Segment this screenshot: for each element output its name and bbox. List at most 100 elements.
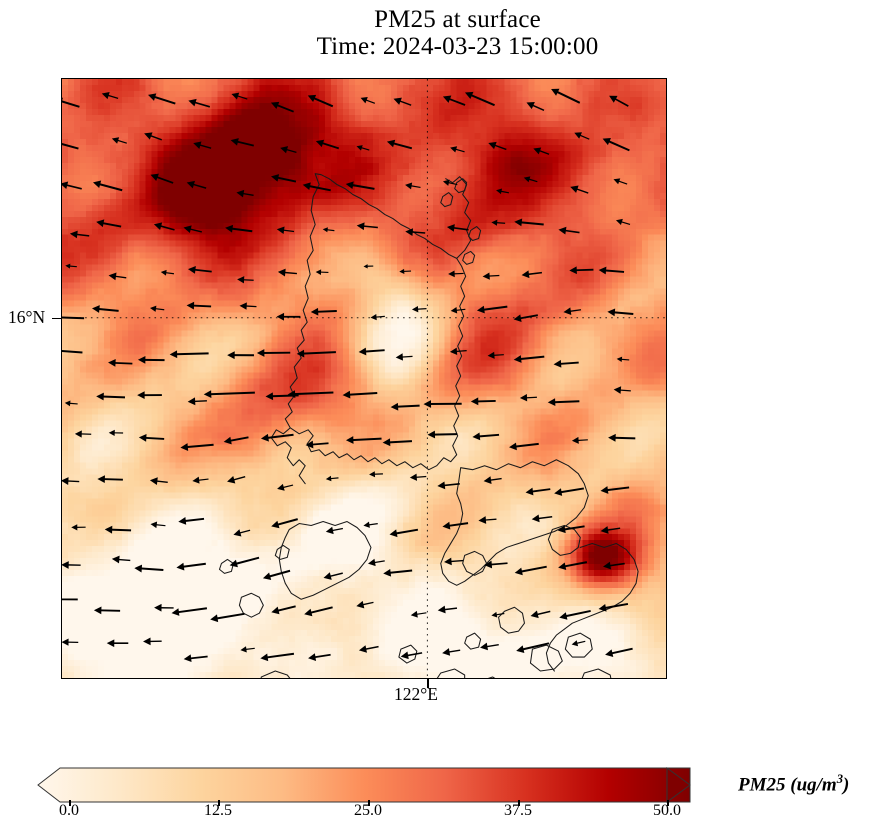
wind-arrow bbox=[547, 398, 580, 407]
axis-tick-longitude bbox=[427, 679, 429, 688]
colorbar[interactable] bbox=[33, 764, 695, 806]
wind-arrow bbox=[187, 265, 212, 274]
wind-arrow bbox=[358, 347, 385, 356]
wind-arrow bbox=[62, 181, 82, 190]
title-line-timestamp: Time: 2024-03-23 15:00:00 bbox=[316, 33, 599, 60]
wind-arrow bbox=[160, 269, 175, 276]
wind-arrow bbox=[237, 276, 254, 284]
wind-arrow bbox=[513, 314, 538, 322]
axis-tick-latitude bbox=[52, 317, 61, 320]
wind-arrow bbox=[150, 521, 166, 529]
wind-arrow bbox=[523, 176, 538, 183]
wind-arrow bbox=[410, 610, 427, 618]
wind-arrow bbox=[230, 138, 254, 147]
wind-arrow bbox=[437, 605, 458, 614]
wind-arrow bbox=[69, 230, 90, 239]
wind-arrow bbox=[169, 350, 209, 359]
wind-arrow bbox=[137, 355, 165, 364]
wind-arrow bbox=[383, 568, 413, 577]
wind-arrow bbox=[446, 224, 469, 232]
wind-arrow bbox=[64, 400, 78, 407]
wind-arrow bbox=[203, 390, 255, 399]
wind-arrow bbox=[551, 88, 581, 104]
wind-arrow bbox=[97, 475, 123, 484]
colorbar-tick-3 bbox=[518, 800, 520, 806]
wind-arrow bbox=[183, 225, 203, 233]
wind-arrow bbox=[345, 181, 375, 190]
wind-arrow bbox=[106, 639, 129, 648]
wind-arrow bbox=[390, 402, 420, 411]
wind-arrow bbox=[519, 394, 537, 402]
wind-arrow bbox=[192, 476, 209, 484]
wind-arrow bbox=[450, 146, 465, 153]
wind-arrow bbox=[613, 386, 631, 394]
wind-arrow bbox=[363, 521, 378, 528]
wind-arrow bbox=[514, 565, 547, 576]
wind-arrow bbox=[62, 561, 81, 569]
wind-arrow bbox=[482, 272, 500, 280]
wind-arrow bbox=[276, 312, 301, 321]
wind-arrow bbox=[554, 487, 585, 496]
wind-arrow bbox=[108, 358, 133, 367]
wind-arrow bbox=[609, 95, 629, 107]
wind-arrow bbox=[602, 138, 630, 152]
wind-arrow bbox=[442, 95, 466, 106]
wind-arrow bbox=[571, 436, 588, 444]
wind-arrow bbox=[448, 270, 464, 278]
wind-arrow bbox=[325, 526, 343, 535]
wind-arrow bbox=[480, 642, 499, 651]
wind-arrow bbox=[178, 517, 205, 525]
colorbar-tick-label-0: 0.0 bbox=[59, 802, 79, 819]
wind-arrow bbox=[386, 139, 413, 150]
wind-arrow bbox=[363, 264, 374, 269]
wind-arrow bbox=[104, 525, 132, 534]
wind-arrow bbox=[603, 561, 625, 570]
wind-arrow bbox=[450, 307, 466, 314]
wind-arrow bbox=[180, 443, 214, 451]
wind-arrow bbox=[442, 521, 469, 530]
wind-arrow bbox=[227, 351, 254, 360]
wind-arrow bbox=[150, 173, 174, 184]
wind-arrow bbox=[296, 349, 336, 358]
wind-arrow bbox=[478, 516, 497, 524]
wind-arrow bbox=[491, 611, 505, 618]
colorbar-tick-label-3: 37.5 bbox=[504, 802, 532, 819]
wind-arrow bbox=[405, 182, 421, 190]
wind-arrow bbox=[509, 442, 539, 451]
wind-arrow bbox=[483, 476, 502, 484]
wind-arrow bbox=[225, 224, 253, 233]
wind-arrow bbox=[154, 603, 174, 612]
wind-arrow bbox=[108, 272, 127, 281]
wind-arrow bbox=[62, 316, 85, 320]
colorbar-tick-4 bbox=[667, 800, 669, 806]
wind-arrow bbox=[62, 143, 79, 150]
wind-arrow bbox=[399, 268, 412, 275]
wind-arrow bbox=[531, 514, 553, 523]
wind-arrow bbox=[389, 528, 419, 538]
axis-label-longitude-122e: 122°E bbox=[394, 684, 438, 704]
wind-arrow bbox=[96, 392, 126, 401]
wind-arrow bbox=[616, 356, 630, 363]
wind-arrow bbox=[302, 182, 331, 192]
wind-arrow bbox=[186, 180, 207, 189]
wind-arrow bbox=[101, 91, 119, 100]
wind-arrow bbox=[613, 178, 628, 185]
map-plot-area[interactable] bbox=[61, 78, 667, 679]
wind-arrow bbox=[442, 648, 461, 656]
wind-arrow bbox=[325, 475, 339, 482]
coastline-layer bbox=[218, 173, 639, 678]
wind-arrow bbox=[423, 400, 462, 408]
wind-arrow bbox=[607, 308, 634, 317]
wind-arrow bbox=[514, 218, 544, 227]
wind-arrow bbox=[393, 97, 412, 106]
wind-arrow bbox=[598, 602, 629, 612]
wind-arrow bbox=[472, 432, 500, 441]
gridline-layer bbox=[62, 79, 666, 678]
wind-arrow bbox=[183, 654, 208, 663]
wind-arrow bbox=[231, 92, 248, 100]
wind-arrow bbox=[62, 350, 83, 354]
wind-arrow bbox=[444, 557, 464, 566]
wind-arrow bbox=[260, 652, 295, 662]
colorbar-label-suffix: ) bbox=[842, 774, 850, 796]
